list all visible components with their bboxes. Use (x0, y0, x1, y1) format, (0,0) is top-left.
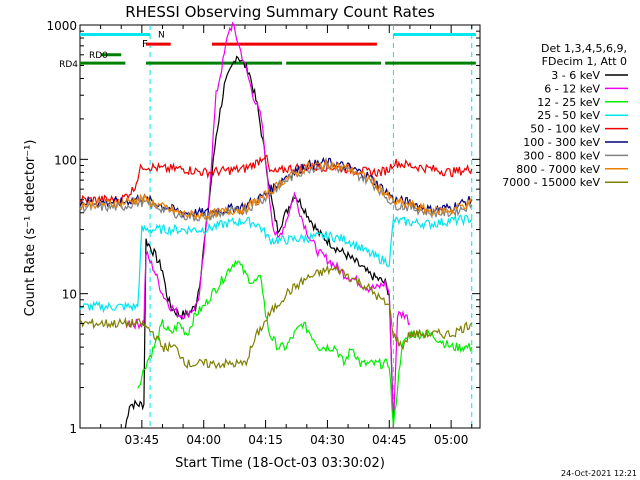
series-lines (79, 21, 473, 429)
legend-header-line: Det 1,3,4,5,6,9, (541, 42, 627, 55)
y-tick-label: 100 (54, 153, 77, 167)
y-tick-label: 1 (69, 422, 77, 436)
footer-date: 24-Oct-2021 12:21 (561, 469, 637, 478)
legend-entry-label: 3 - 6 keV (551, 69, 600, 82)
y-axis-title: Count Rate (s⁻¹ detector⁻¹) (23, 140, 38, 317)
legend-header-line: FDecim 1, Att 0 (542, 55, 627, 68)
series-line-8 (79, 264, 473, 370)
x-tick-label: 05:00 (434, 433, 469, 447)
legend-entry-label: 100 - 300 keV (523, 136, 600, 149)
flag-label-n: N (158, 30, 165, 40)
series-line-0 (124, 55, 394, 429)
flag-bars: NF RD0 RD4 (59, 30, 476, 70)
legend-entry-label: 800 - 7000 keV (516, 163, 600, 176)
series-line-3 (79, 213, 473, 314)
plot-frame (79, 24, 481, 429)
flag-label-f: F (142, 39, 148, 50)
legend-entry-label: 6 - 12 keV (544, 82, 600, 95)
legend-entry-label: 12 - 25 keV (537, 96, 600, 109)
series-line-6 (79, 161, 473, 223)
legend-entry-label: 25 - 50 keV (537, 109, 600, 122)
series-line-4 (79, 154, 473, 206)
x-tick-label: 04:45 (372, 433, 407, 447)
chart-title: RHESSI Observing Summary Count Rates (125, 3, 435, 21)
legend-entry-label: 50 - 100 keV (530, 123, 600, 136)
x-tick-label: 04:00 (186, 433, 221, 447)
y-tick-label: 10 (62, 288, 77, 302)
series-line-2 (137, 259, 473, 427)
x-tick-label: 04:30 (310, 433, 345, 447)
legend: Det 1,3,4,5,6,9,FDecim 1, Att 03 - 6 keV… (502, 42, 628, 189)
legend-entry-label: 7000 - 15000 keV (502, 176, 600, 189)
series-line-1 (124, 21, 411, 429)
y-tick-label: 1000 (46, 19, 77, 33)
axes: 03:45 04:00 04:15 04:30 04:45 05:00 1 10 100 1000 (46, 19, 480, 447)
flag-label-rd0: RD0 (89, 51, 108, 61)
x-axis-title: Start Time (18-Oct-03 03:30:02) (175, 456, 385, 471)
x-tick-label: 04:15 (248, 433, 283, 447)
plot-border (79, 24, 481, 429)
series-line-7 (79, 157, 473, 222)
flag-label-rd4: RD4 (59, 60, 78, 70)
legend-entry-label: 300 - 800 keV (523, 149, 600, 162)
x-tick-label: 03:45 (125, 433, 160, 447)
